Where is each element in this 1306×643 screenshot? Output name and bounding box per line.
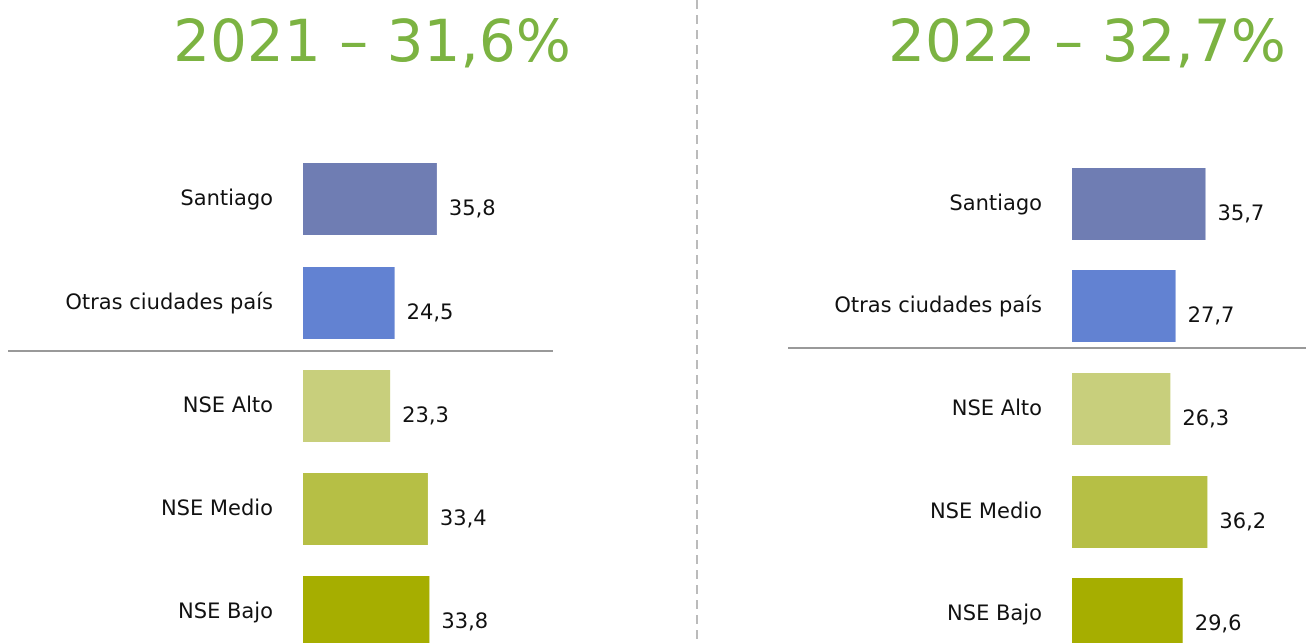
value-label: 33,8 (441, 609, 488, 633)
bar (303, 473, 428, 545)
category-label: NSE Medio (930, 499, 1042, 523)
category-label: NSE Bajo (947, 601, 1042, 625)
category-label: Santiago (180, 186, 273, 210)
chart-title: 2021 – 31,6% (173, 7, 571, 75)
value-label: 33,4 (440, 506, 487, 530)
bar (303, 163, 437, 235)
bar (303, 576, 430, 643)
bar (1072, 168, 1206, 240)
category-label: NSE Alto (952, 396, 1042, 420)
value-label: 23,3 (402, 403, 449, 427)
bar (303, 370, 391, 442)
category-label: NSE Medio (161, 496, 273, 520)
value-label: 29,6 (1195, 611, 1242, 635)
value-label: 35,8 (449, 196, 496, 220)
bar (303, 267, 395, 339)
category-label: NSE Bajo (178, 599, 273, 623)
category-label: Santiago (949, 191, 1042, 215)
bar (1072, 578, 1183, 643)
category-label: Otras ciudades país (834, 293, 1042, 317)
bar (1072, 373, 1171, 445)
category-label: NSE Alto (183, 393, 273, 417)
category-label: Otras ciudades país (65, 290, 273, 314)
chart-title: 2022 – 32,7% (888, 7, 1286, 75)
value-label: 27,7 (1188, 303, 1235, 327)
value-label: 36,2 (1219, 509, 1266, 533)
value-label: 24,5 (407, 300, 454, 324)
bar (1072, 476, 1208, 548)
value-label: 26,3 (1182, 406, 1229, 430)
bar (1072, 270, 1176, 342)
value-label: 35,7 (1218, 201, 1265, 225)
